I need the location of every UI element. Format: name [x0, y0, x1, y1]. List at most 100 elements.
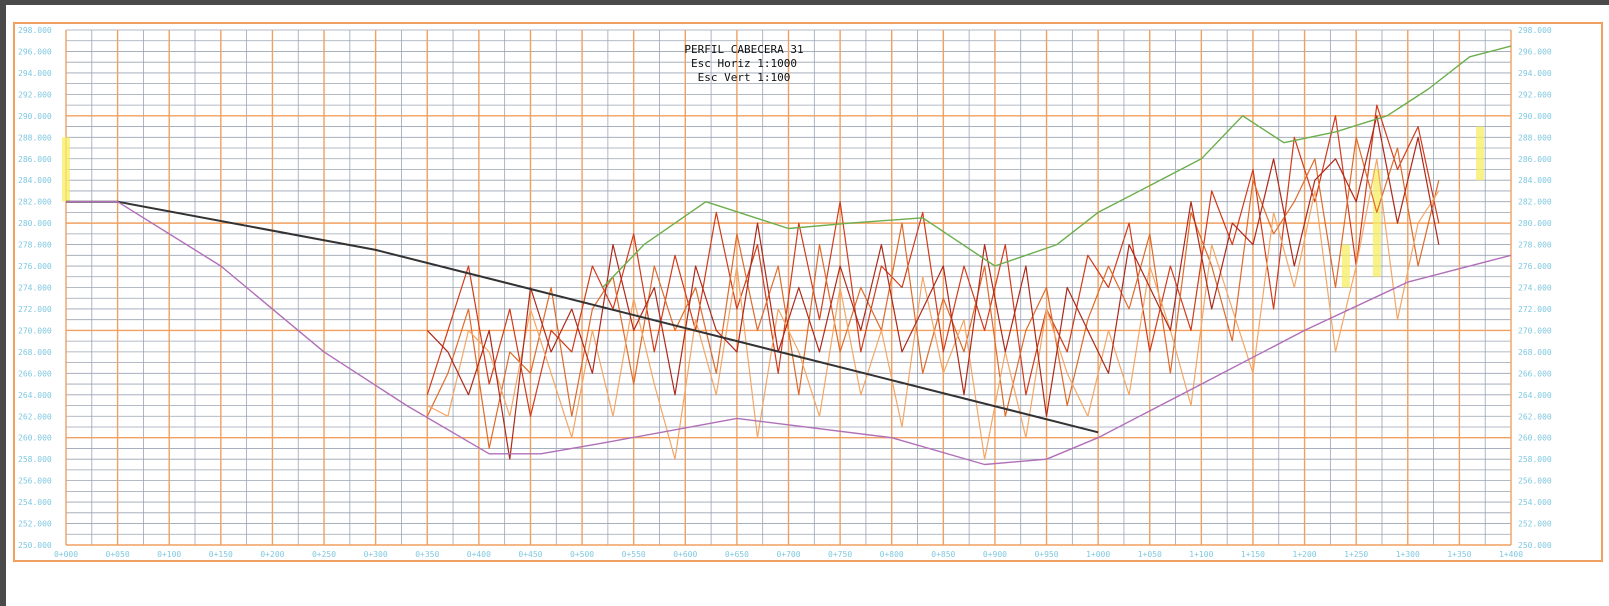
y-tick-label-left: 290.000 — [18, 112, 52, 121]
y-tick-label-right: 274.000 — [1518, 284, 1552, 293]
x-tick-label: 0+550 — [622, 550, 646, 559]
y-tick-label-left: 264.000 — [18, 391, 52, 400]
y-tick-label-left: 298.000 — [18, 26, 52, 35]
series-layer — [66, 45, 1512, 466]
y-ticks-left: 250.000 252.000 254.000 256.000 258.000 260.0… — [18, 26, 52, 550]
series-cross-section-3 — [427, 158, 1440, 460]
y-tick-label-left: 274.000 — [18, 284, 52, 293]
x-tick-label: 0+150 — [209, 550, 233, 559]
x-tick-label: 0+900 — [983, 550, 1007, 559]
y-tick-label-left: 286.000 — [18, 155, 52, 164]
y-tick-label-right: 292.000 — [1518, 90, 1552, 99]
y-tick-label-right: 284.000 — [1518, 176, 1552, 185]
x-tick-label: 1+150 — [1241, 550, 1265, 559]
x-tick-label: 0+300 — [364, 550, 388, 559]
y-tick-label-right: 260.000 — [1518, 434, 1552, 443]
chart-title: PERFIL CABECERA 31 — [684, 43, 803, 56]
drawing-sheet: 250.000 252.000 254.000 256.000 258.000 260.0… — [6, 5, 1609, 606]
x-tick-label: 0+750 — [828, 550, 852, 559]
highlight-band-1 — [1341, 244, 1350, 288]
y-tick-label-left: 292.000 — [18, 90, 52, 99]
horizontal-scale-label: Esc Horiz 1:1000 — [691, 57, 797, 70]
series-existing-ground — [66, 200, 1512, 466]
highlight-band-0 — [62, 137, 70, 202]
x-tick-label: 1+350 — [1447, 550, 1471, 559]
y-tick-label-left: 296.000 — [18, 47, 52, 56]
y-tick-label-right: 258.000 — [1518, 455, 1552, 464]
y-tick-label-left: 262.000 — [18, 412, 52, 421]
y-tick-label-left: 258.000 — [18, 455, 52, 464]
y-tick-label-right: 264.000 — [1518, 391, 1552, 400]
series-cross-section-2 — [426, 136, 1440, 449]
series-cross-section-4 — [426, 115, 1440, 460]
highlight-band-3 — [1476, 126, 1485, 181]
y-tick-label-right: 272.000 — [1518, 305, 1552, 314]
plot-frame — [13, 22, 1603, 562]
x-tick-label: 1+050 — [1138, 550, 1162, 559]
y-tick-label-left: 270.000 — [18, 326, 52, 335]
y-tick-label-right: 250.000 — [1518, 541, 1552, 550]
y-tick-label-left: 278.000 — [18, 241, 52, 250]
x-tick-label: 0+250 — [312, 550, 336, 559]
y-tick-label-left: 294.000 — [18, 69, 52, 78]
y-tick-label-right: 294.000 — [1518, 69, 1552, 78]
series-cross-section-1 — [426, 104, 1440, 417]
y-tick-label-right: 282.000 — [1518, 198, 1552, 207]
x-tick-label: 0+000 — [54, 550, 78, 559]
y-tick-label-right: 254.000 — [1518, 498, 1552, 507]
y-tick-label-right: 262.000 — [1518, 412, 1552, 421]
y-tick-label-left: 276.000 — [18, 262, 52, 271]
x-tick-label: 0+400 — [467, 550, 491, 559]
y-tick-label-right: 298.000 — [1518, 26, 1552, 35]
x-tick-label: 0+600 — [673, 550, 697, 559]
y-tick-label-left: 250.000 — [18, 541, 52, 550]
y-tick-label-left: 284.000 — [18, 176, 52, 185]
x-ticks: 0+000 0+050 0+100 0+150 0+200 0+250 0+300 0+350… — [54, 550, 1523, 559]
x-tick-label: 1+400 — [1499, 550, 1523, 559]
y-tick-label-left: 256.000 — [18, 477, 52, 486]
profile-chart: 250.000 252.000 254.000 256.000 258.000 260.0… — [13, 22, 1603, 562]
x-tick-label: 0+950 — [1034, 550, 1058, 559]
y-tick-label-right: 270.000 — [1518, 326, 1552, 335]
x-tick-label: 0+650 — [725, 550, 749, 559]
highlight-band-2 — [1372, 169, 1381, 277]
title-block: PERFIL CABECERA 31 Esc Horiz 1:1000 Esc … — [684, 43, 803, 84]
y-tick-label-right: 266.000 — [1518, 369, 1552, 378]
x-tick-label: 0+700 — [776, 550, 800, 559]
y-tick-label-left: 268.000 — [18, 348, 52, 357]
y-tick-label-left: 282.000 — [18, 198, 52, 207]
y-tick-label-right: 288.000 — [1518, 133, 1552, 142]
y-tick-label-right: 278.000 — [1518, 241, 1552, 250]
y-tick-label-right: 290.000 — [1518, 112, 1552, 121]
y-tick-label-right: 286.000 — [1518, 155, 1552, 164]
x-tick-label: 0+500 — [570, 550, 594, 559]
y-ticks-right: 250.000 252.000 254.000 256.000 258.000 260.0… — [1518, 26, 1552, 550]
y-tick-label-right: 268.000 — [1518, 348, 1552, 357]
x-tick-label: 0+450 — [518, 550, 542, 559]
y-tick-label-left: 280.000 — [18, 219, 52, 228]
y-tick-label-left: 266.000 — [18, 369, 52, 378]
y-tick-label-right: 252.000 — [1518, 520, 1552, 529]
y-tick-label-left: 254.000 — [18, 498, 52, 507]
y-tick-label-right: 256.000 — [1518, 477, 1552, 486]
y-tick-label-right: 280.000 — [1518, 219, 1552, 228]
y-tick-label-left: 252.000 — [18, 520, 52, 529]
y-tick-label-right: 296.000 — [1518, 47, 1552, 56]
y-tick-label-left: 288.000 — [18, 133, 52, 142]
x-tick-label: 1+000 — [1086, 550, 1110, 559]
x-tick-label: 0+850 — [931, 550, 955, 559]
y-tick-label-left: 272.000 — [18, 305, 52, 314]
x-tick-label: 0+800 — [880, 550, 904, 559]
y-tick-label-left: 260.000 — [18, 434, 52, 443]
x-tick-label: 1+100 — [1189, 550, 1213, 559]
x-tick-label: 1+300 — [1396, 550, 1420, 559]
x-tick-label: 1+250 — [1344, 550, 1368, 559]
x-tick-label: 0+100 — [157, 550, 181, 559]
x-tick-label: 1+200 — [1293, 550, 1317, 559]
series-green-profile — [602, 45, 1512, 288]
vertical-scale-label: Esc Vert 1:100 — [698, 71, 791, 84]
x-tick-label: 0+050 — [106, 550, 130, 559]
y-tick-label-right: 276.000 — [1518, 262, 1552, 271]
x-tick-label: 0+350 — [415, 550, 439, 559]
highlight-bands — [62, 126, 1485, 288]
